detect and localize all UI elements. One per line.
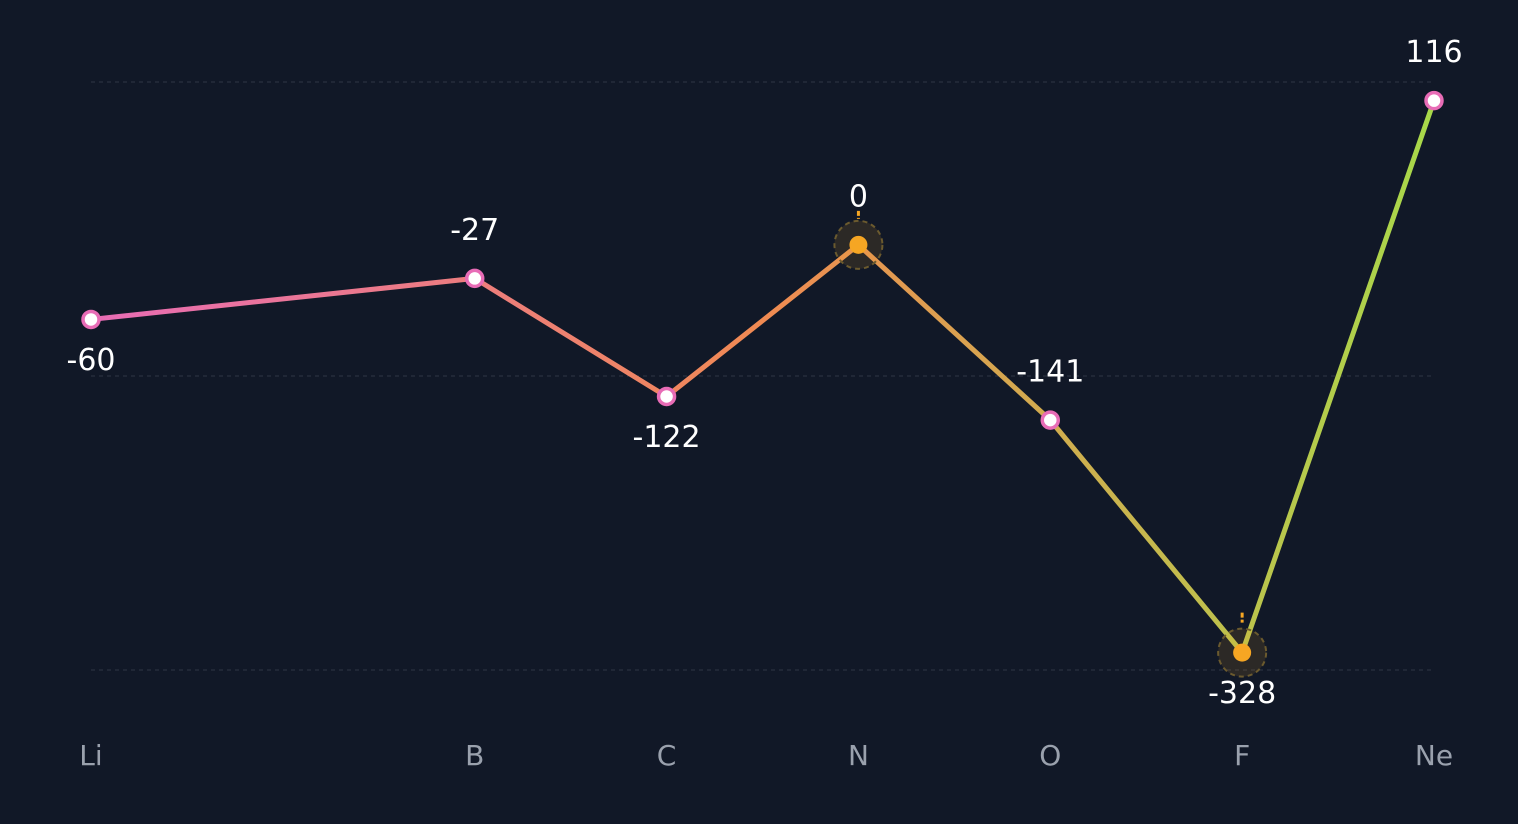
x-tick-label: O (1039, 739, 1061, 772)
data-label: -60 (67, 343, 116, 378)
data-label: -122 (633, 420, 701, 455)
point (464, 268, 485, 289)
data-label: -141 (1016, 355, 1084, 390)
point (1424, 90, 1444, 111)
x-tick-label: N (848, 739, 869, 772)
data-label: 0 (849, 179, 868, 214)
data-label: -328 (1208, 676, 1276, 711)
x-tick-label: F (1234, 739, 1250, 772)
point (849, 235, 868, 254)
x-tick-label: C (657, 739, 677, 772)
point (1040, 410, 1061, 430)
data-label: 116 (1405, 35, 1462, 70)
data-label: -27 (450, 213, 499, 248)
point (656, 386, 677, 407)
point (81, 309, 101, 330)
x-tick-label: Li (79, 739, 102, 772)
x-tick-label: Ne (1415, 739, 1453, 772)
point (1233, 643, 1252, 662)
x-tick-label: B (465, 739, 484, 772)
